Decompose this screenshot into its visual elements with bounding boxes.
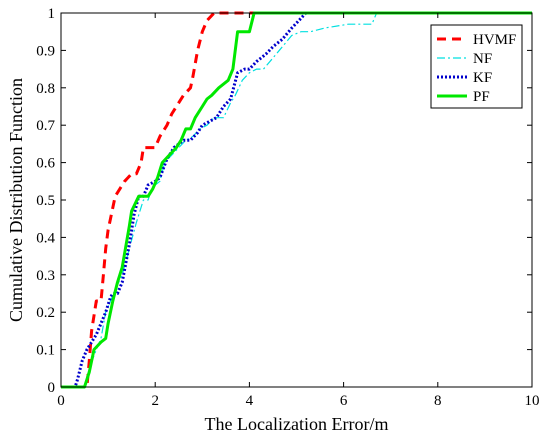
y-axis-title: Cumulative Distribution Function (6, 78, 26, 322)
x-tick-label: 2 (151, 393, 159, 409)
legend-label-hvmf: HVMF (473, 32, 516, 48)
ticks-layer: 0 2 4 6 8 10 0 0.1 0.2 0.3 0.4 0.5 0.6 0.7 0.8 0.9 1 (36, 6, 539, 409)
y-tick-label: 0 (48, 380, 56, 396)
x-axis-title: The Localization Error/m (205, 414, 389, 434)
series-layer (61, 11, 532, 389)
y-tick-label: 0.3 (36, 268, 55, 284)
legend-label-kf: KF (473, 70, 492, 86)
x-tick-label: 10 (525, 393, 540, 409)
y-tick-label: 0.8 (36, 81, 55, 97)
y-tick-label: 0.5 (36, 193, 55, 209)
series-line-nf (61, 12, 532, 388)
legend-box (430, 24, 523, 109)
legend-label-nf: NF (473, 51, 492, 67)
y-tick-label: 0.6 (36, 156, 55, 172)
legend: HVMF NF KF PF (430, 24, 523, 109)
legend-label-pf: PF (473, 89, 490, 105)
x-tick-label: 4 (246, 393, 254, 409)
x-tick-label: 8 (434, 393, 442, 409)
series-line-hvmf (61, 11, 532, 389)
y-tick-label: 0.1 (36, 343, 55, 359)
y-tick-label: 0.2 (36, 305, 55, 321)
y-tick-label: 1 (48, 6, 56, 22)
x-tick-label: 0 (57, 393, 65, 409)
y-tick-label: 0.7 (36, 118, 55, 134)
y-tick-label: 0.4 (36, 230, 55, 246)
y-tick-label: 0.9 (36, 43, 55, 59)
series-line-pf (61, 11, 532, 389)
x-tick-label: 6 (340, 393, 348, 409)
